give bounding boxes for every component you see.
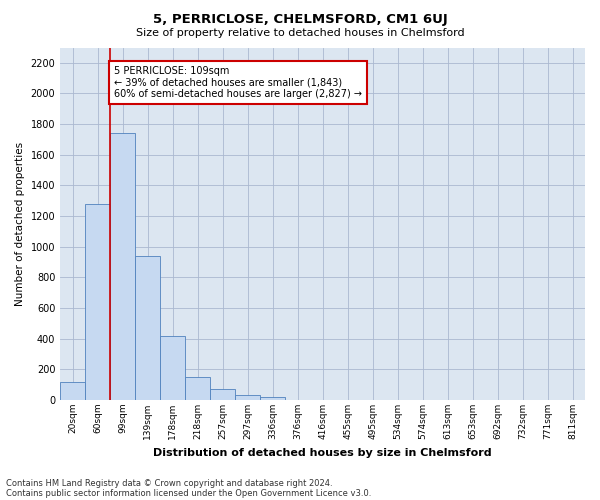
Bar (185, 377, 210, 400)
Text: Size of property relative to detached houses in Chelmsford: Size of property relative to detached ho… (136, 28, 464, 38)
Bar (110, 134, 135, 400)
Text: 5 PERRICLOSE: 109sqm
← 39% of detached houses are smaller (1,843)
60% of semi-de: 5 PERRICLOSE: 109sqm ← 39% of detached h… (114, 66, 362, 99)
Bar (160, 336, 185, 400)
Bar (85, 204, 110, 400)
X-axis label: Distribution of detached houses by size in Chelmsford: Distribution of detached houses by size … (153, 448, 492, 458)
Bar (210, 388, 235, 400)
Text: 5, PERRICLOSE, CHELMSFORD, CM1 6UJ: 5, PERRICLOSE, CHELMSFORD, CM1 6UJ (152, 12, 448, 26)
Y-axis label: Number of detached properties: Number of detached properties (15, 142, 25, 306)
Bar (235, 394, 260, 400)
Bar (260, 397, 285, 400)
Text: Contains public sector information licensed under the Open Government Licence v3: Contains public sector information licen… (6, 488, 371, 498)
Bar (60, 382, 85, 400)
Bar (135, 256, 160, 400)
Text: Contains HM Land Registry data © Crown copyright and database right 2024.: Contains HM Land Registry data © Crown c… (6, 478, 332, 488)
